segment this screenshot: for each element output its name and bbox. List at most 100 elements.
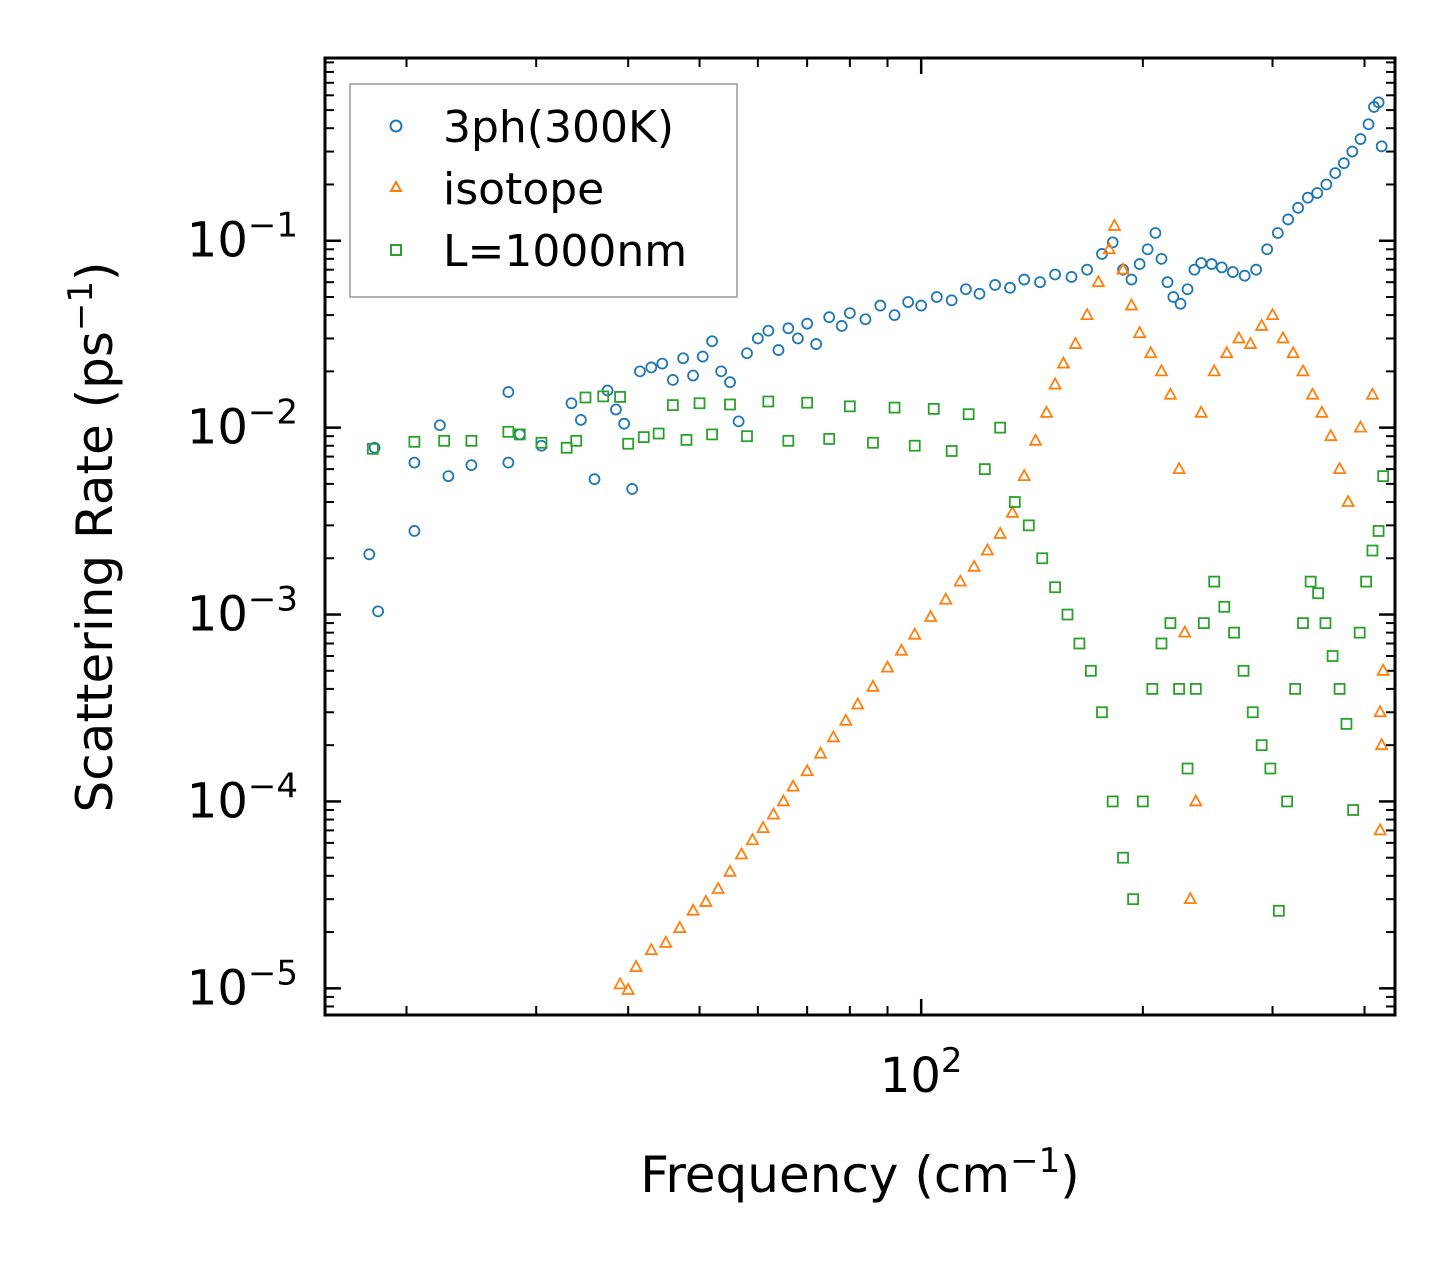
data-point (465, 459, 478, 472)
data-point (751, 332, 764, 345)
major-ticks (325, 58, 1395, 1015)
data-point (945, 294, 958, 307)
data-point (741, 347, 753, 360)
data-point (1354, 133, 1367, 145)
data-point (1065, 271, 1078, 283)
data-point (438, 434, 451, 447)
legend-marker-circle (389, 119, 403, 133)
data-point (677, 352, 690, 365)
data-point (980, 542, 995, 556)
data-point (1124, 297, 1139, 311)
data-point (408, 435, 421, 448)
data-point (1312, 587, 1325, 600)
legend-label-isotope: isotope (443, 164, 604, 215)
data-point (1272, 904, 1285, 917)
data-point (859, 313, 872, 326)
data-point (1219, 345, 1234, 359)
data-point (1073, 637, 1086, 650)
data-point (1133, 258, 1146, 270)
data-point (1155, 252, 1168, 265)
data-point (1297, 617, 1309, 629)
data-point (1292, 201, 1305, 214)
data-point (502, 456, 515, 469)
data-point (813, 745, 828, 759)
data-point (1173, 683, 1185, 695)
data-point (686, 902, 701, 916)
data-point (368, 441, 381, 454)
data-point (680, 433, 693, 446)
legend: 3ph(300K) isotope L=1000nm (349, 83, 738, 298)
data-point (1018, 273, 1031, 286)
data-point (967, 558, 982, 572)
data-point (1305, 386, 1320, 400)
data-point (1271, 227, 1284, 239)
data-point (658, 935, 673, 948)
data-point (366, 442, 379, 455)
data-point (1125, 273, 1138, 286)
data-point (724, 376, 736, 389)
data-point (1243, 336, 1258, 349)
data-point (762, 395, 775, 408)
data-point (973, 287, 986, 300)
data-point (1237, 664, 1250, 677)
data-point (1068, 336, 1083, 349)
data-point (1275, 330, 1291, 344)
data-point (978, 463, 991, 475)
series-triangle (613, 218, 1391, 995)
data-point (732, 415, 745, 428)
data-point (652, 427, 665, 440)
data-point (597, 390, 610, 403)
legend-label-3ph: 3ph(300K) (443, 102, 674, 153)
data-point (1362, 118, 1375, 131)
data-point (408, 456, 421, 469)
data-point (513, 428, 526, 441)
data-point (1346, 145, 1359, 158)
data-point (1188, 793, 1203, 807)
data-point (1215, 261, 1228, 274)
data-point (363, 548, 376, 561)
data-point (1048, 376, 1063, 390)
data-point (800, 763, 815, 777)
data-point (1028, 432, 1043, 446)
data-point (772, 344, 785, 356)
data-point (1295, 363, 1311, 377)
data-point (1161, 276, 1174, 289)
data-point (372, 605, 385, 618)
legend-item-isotope: isotope (389, 164, 604, 215)
data-point (1261, 243, 1274, 256)
data-point (644, 942, 659, 956)
data-point (745, 832, 760, 846)
y-axis-title: Scattering Rate (ps−1) (61, 261, 124, 812)
data-point (698, 894, 713, 907)
data-point (1353, 419, 1368, 433)
data-point (1311, 187, 1324, 199)
data-point (1231, 330, 1246, 344)
data-point (1375, 140, 1388, 153)
data-point (1373, 704, 1388, 718)
data-point (1163, 386, 1178, 400)
data-point (766, 806, 781, 820)
data-point (782, 322, 795, 335)
data-point (1254, 318, 1269, 331)
data-point (1197, 617, 1210, 629)
data-point (1205, 258, 1218, 270)
data-point (1286, 345, 1301, 359)
data-point (989, 279, 1002, 291)
data-point (835, 320, 848, 332)
y-tick-label: 10−4 (187, 766, 298, 829)
data-point (945, 445, 958, 457)
data-point (1353, 626, 1366, 639)
data-point (1189, 683, 1202, 695)
data-point (1319, 617, 1332, 629)
legend-label-boundary: L=1000nm (443, 226, 687, 277)
data-point (1372, 96, 1385, 109)
data-point (579, 391, 592, 404)
data-point (1320, 178, 1333, 191)
data-point (1360, 575, 1373, 588)
data-point (734, 846, 749, 860)
data-point (1091, 274, 1106, 288)
data-point (843, 307, 856, 320)
series-square (366, 390, 1390, 917)
data-point (908, 439, 921, 452)
data-point (902, 296, 915, 308)
